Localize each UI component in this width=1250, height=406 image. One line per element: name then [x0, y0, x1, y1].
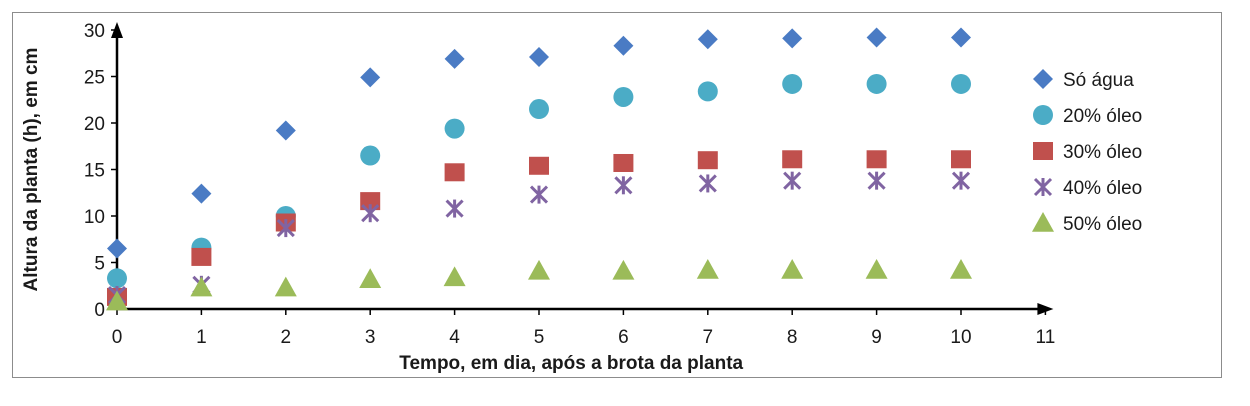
data-point: [190, 276, 213, 297]
data-point: [866, 27, 887, 48]
data-point: [528, 259, 550, 280]
legend-label: 20% óleo: [1063, 106, 1142, 127]
series-2: [107, 150, 971, 306]
data-point: [866, 150, 887, 169]
x-tick-label: 10: [950, 327, 971, 348]
scatter-chart: 0 1 2 3 4 5 6 7 8 9 10 11 0 5 10 15 20 25 30 Só água 20% ól…: [21, 21, 1142, 374]
legend-item: Só água: [1033, 69, 1134, 91]
data-point: [951, 27, 971, 48]
data-point: [865, 258, 888, 279]
data-point: [191, 247, 212, 266]
data-point: [782, 73, 803, 94]
x-axis-title: Tempo, em dia, após a brota da planta: [399, 353, 743, 374]
y-tick-label: 15: [84, 161, 105, 182]
data-markers: [106, 27, 972, 311]
legend-marker: [1033, 105, 1053, 125]
data-point: [361, 204, 380, 223]
x-tick-label: 4: [449, 327, 460, 348]
data-point: [613, 86, 634, 107]
data-point: [781, 258, 804, 279]
legend-marker: [1033, 142, 1053, 160]
data-point: [697, 29, 718, 50]
x-tick-label: 5: [534, 327, 545, 348]
data-point: [445, 199, 464, 218]
data-point: [275, 120, 296, 141]
data-point: [443, 266, 466, 287]
data-point: [950, 258, 972, 279]
x-tick-label: 0: [112, 327, 123, 348]
data-point: [106, 290, 128, 311]
data-point: [360, 192, 381, 211]
data-point: [614, 176, 633, 195]
data-point: [697, 151, 718, 170]
x-tick-label: 6: [618, 327, 629, 348]
data-point: [613, 35, 634, 56]
x-tick-label: 8: [787, 327, 798, 348]
x-tick-label: 7: [703, 327, 714, 348]
data-point: [951, 171, 971, 190]
legend-item: 50% óleo: [1032, 212, 1142, 235]
legend-label: 50% óleo: [1063, 214, 1142, 235]
data-point: [613, 153, 634, 172]
series-3: [107, 171, 971, 305]
y-tick-label: 0: [94, 300, 105, 321]
data-point: [529, 46, 549, 67]
series-0: [107, 27, 971, 259]
data-point: [107, 268, 127, 289]
data-point: [360, 145, 381, 166]
data-point: [276, 219, 295, 238]
legend-item: 20% óleo: [1033, 105, 1142, 127]
data-point: [191, 183, 212, 204]
legend-marker: [1033, 69, 1053, 89]
data-point: [698, 174, 717, 193]
legend-item: 30% óleo: [1033, 142, 1142, 163]
x-tick-label: 11: [1036, 327, 1056, 348]
x-tick-label: 2: [281, 327, 292, 348]
data-point: [951, 150, 971, 169]
data-point: [274, 276, 297, 297]
data-point: [444, 48, 465, 69]
y-tick-label: 20: [84, 114, 105, 135]
legend: Só água 20% óleo 30% óleo 40% óleo 50% óleo: [1032, 69, 1142, 235]
y-tick-label: 5: [94, 254, 105, 275]
data-point: [866, 73, 887, 94]
y-tick-label: 25: [84, 68, 105, 89]
data-point: [444, 163, 465, 182]
y-axis-title: Altura da planta (h), em cm: [21, 48, 42, 292]
data-point: [529, 185, 549, 204]
data-point: [444, 118, 465, 139]
legend-marker: [1032, 212, 1054, 232]
legend-marker: [1033, 177, 1053, 197]
data-point: [782, 150, 803, 169]
legend-label: Só água: [1063, 70, 1134, 91]
data-point: [867, 171, 886, 190]
series-1: [107, 73, 971, 289]
data-point: [107, 238, 127, 259]
data-point: [529, 156, 549, 175]
data-point: [696, 258, 719, 279]
y-tick-label: 10: [84, 207, 105, 228]
x-tick-label: 1: [196, 327, 207, 348]
data-point: [360, 67, 381, 88]
series-4: [106, 258, 972, 311]
y-tick-label: 30: [84, 21, 105, 42]
data-point: [951, 73, 971, 94]
legend-item: 40% óleo: [1033, 177, 1142, 199]
legend-label: 30% óleo: [1063, 142, 1142, 163]
data-point: [783, 171, 802, 190]
data-point: [359, 268, 382, 289]
x-tick-label: 3: [365, 327, 376, 348]
legend-label: 40% óleo: [1063, 178, 1142, 199]
chart-frame: 0 1 2 3 4 5 6 7 8 9 10 11 0 5 10 15 20 25 30 Só água 20% ól…: [12, 12, 1222, 378]
data-point: [612, 259, 635, 280]
data-point: [697, 81, 718, 102]
data-point: [782, 28, 803, 49]
axes: 0 1 2 3 4 5 6 7 8 9 10 11 0 5 10 15 20 25 30: [84, 21, 1055, 348]
x-tick-label: 9: [871, 327, 882, 348]
data-point: [529, 99, 549, 120]
